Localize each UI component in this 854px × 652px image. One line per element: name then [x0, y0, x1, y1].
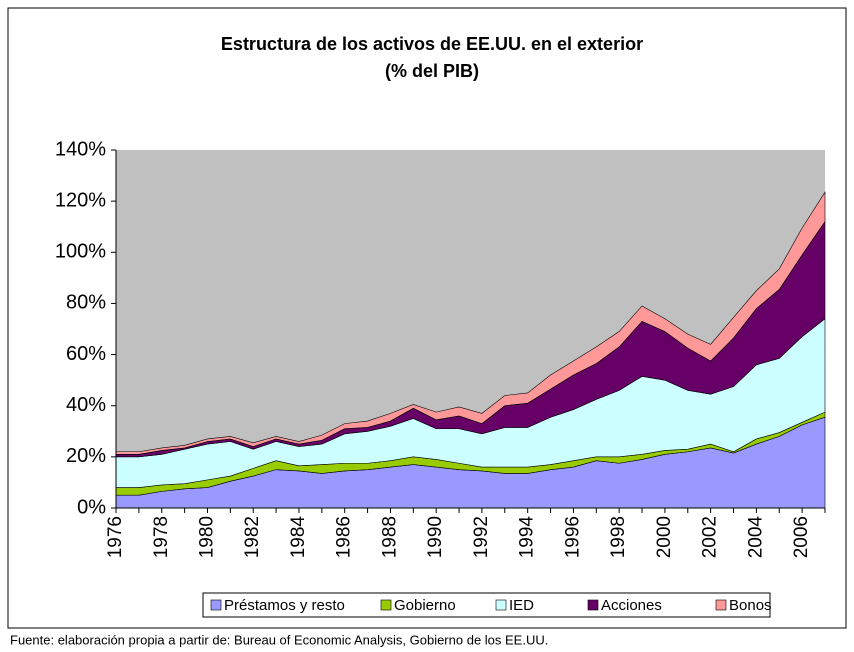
- legend-swatch: [210, 599, 222, 611]
- x-tick-label: 1992: [471, 516, 492, 558]
- x-tick-label: 2000: [654, 516, 675, 558]
- legend-swatch: [587, 599, 599, 611]
- x-tick-label: 1994: [517, 516, 538, 559]
- x-tick-label: 1988: [379, 516, 400, 558]
- y-tick-label: 60%: [66, 343, 106, 365]
- x-tick-label: 1986: [334, 516, 355, 558]
- x-tick-label: 1978: [151, 516, 172, 558]
- legend-label: IED: [509, 597, 534, 614]
- x-tick-label: 1990: [425, 516, 446, 558]
- legend-label: Préstamos y resto: [224, 597, 345, 614]
- legend-label: Gobierno: [394, 597, 456, 614]
- x-tick-label: 1996: [562, 516, 583, 558]
- y-tick-label: 40%: [66, 394, 106, 416]
- y-tick-label: 140%: [55, 138, 106, 160]
- x-tick-label: 1998: [608, 516, 629, 558]
- legend-swatch: [495, 599, 507, 611]
- legend-label: Acciones: [601, 597, 662, 614]
- y-tick-label: 120%: [55, 189, 106, 211]
- chart-title: Estructura de los activos de EE.UU. en e…: [221, 34, 643, 54]
- y-tick-label: 100%: [55, 241, 106, 263]
- area: [115, 191, 826, 455]
- legend-swatch: [380, 599, 392, 611]
- x-tick-label: 1976: [105, 516, 126, 558]
- y-tick-label: 80%: [66, 292, 106, 314]
- legend-box: [202, 592, 771, 618]
- x-tick-label: 2002: [700, 516, 721, 558]
- x-tick-label: 1984: [288, 516, 309, 559]
- y-tick-label: 20%: [66, 445, 106, 467]
- source-note: Fuente: elaboración propia a partir de: …: [10, 632, 548, 647]
- y-tick-label: 0%: [77, 496, 106, 518]
- legend-swatch: [715, 599, 727, 611]
- x-tick-label: 2006: [791, 516, 812, 558]
- x-tick-label: 1982: [242, 516, 263, 558]
- legend-label: Bonos: [729, 597, 772, 614]
- x-tick-label: 2004: [745, 516, 766, 559]
- x-tick-label: 1980: [196, 516, 217, 558]
- chart-subtitle: (% del PIB): [385, 61, 479, 81]
